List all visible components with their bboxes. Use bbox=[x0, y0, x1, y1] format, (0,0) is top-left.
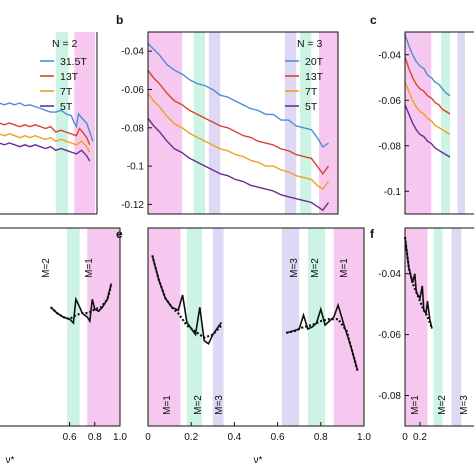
shade-band bbox=[307, 228, 326, 426]
panel-letter: b bbox=[116, 13, 123, 27]
x-axis-label: ν* bbox=[6, 455, 15, 466]
shade-band bbox=[281, 228, 300, 426]
y-tick-label: -0.12 bbox=[121, 200, 144, 211]
shade-band bbox=[193, 32, 205, 214]
legend-label: 7T bbox=[305, 86, 318, 98]
y-tick-label: -0.06 bbox=[121, 85, 144, 96]
series-line bbox=[151, 255, 223, 339]
series-line bbox=[285, 318, 359, 371]
annotation: M=1 bbox=[162, 395, 173, 415]
annotation: M=3 bbox=[214, 395, 225, 415]
series-line-20T bbox=[147, 43, 329, 148]
shade-band bbox=[319, 32, 338, 214]
annotation: M=1 bbox=[339, 258, 350, 278]
annotation: M=3 bbox=[459, 395, 470, 415]
series-line-7T bbox=[147, 92, 330, 191]
legend-label: 20T bbox=[305, 56, 324, 68]
y-tick-label: -0.06 bbox=[378, 330, 401, 341]
shade-band bbox=[67, 228, 80, 426]
y-tick-label: -0.1 bbox=[384, 187, 402, 198]
series-line-13T bbox=[147, 69, 330, 175]
series-line-5T bbox=[0, 142, 91, 162]
x-tick-label: 0 bbox=[145, 432, 151, 443]
shade-band bbox=[451, 228, 462, 426]
x-tick-label: 0.8 bbox=[314, 432, 328, 443]
x-tick-label: 0.8 bbox=[88, 432, 102, 443]
annotation: M=1 bbox=[410, 395, 421, 415]
y-tick-label: -0.1 bbox=[127, 162, 145, 173]
annotation: M=1 bbox=[84, 258, 95, 278]
panel-letter: c bbox=[370, 13, 377, 27]
x-tick-label: 0 bbox=[402, 432, 408, 443]
legend-label: 5T bbox=[305, 101, 318, 113]
legend-label: 13T bbox=[60, 71, 79, 83]
series-line bbox=[404, 237, 433, 329]
shade-band bbox=[55, 32, 69, 214]
panel-c bbox=[405, 32, 465, 214]
annotation: M=3 bbox=[289, 258, 300, 278]
legend-label: 31.5T bbox=[60, 56, 87, 68]
y-tick-label: -0.04 bbox=[121, 47, 144, 58]
shade-band bbox=[284, 32, 297, 214]
y-tick-label: -0.08 bbox=[121, 123, 144, 134]
legend-label: 5T bbox=[60, 101, 73, 113]
legend-label: 13T bbox=[305, 71, 324, 83]
axes-frame bbox=[147, 227, 365, 427]
axes-frame bbox=[404, 227, 474, 427]
shade-band bbox=[74, 32, 95, 214]
x-tick-label: 0.6 bbox=[271, 432, 285, 443]
shade-band bbox=[87, 228, 120, 426]
shade-band bbox=[333, 228, 364, 426]
x-tick-label: 0.2 bbox=[184, 432, 198, 443]
axes-frame bbox=[0, 227, 121, 427]
annotation: M=2 bbox=[41, 258, 52, 278]
shade-band bbox=[405, 32, 432, 214]
panel-e bbox=[148, 228, 364, 426]
series-line-5T bbox=[147, 117, 330, 212]
series-line bbox=[404, 104, 451, 158]
annotation: M=2 bbox=[193, 395, 204, 415]
y-tick-label: -0.06 bbox=[378, 96, 401, 107]
x-tick-label: 0.2 bbox=[413, 432, 427, 443]
series-line-31.5T bbox=[0, 102, 94, 142]
annotation: M=2 bbox=[310, 258, 321, 278]
legend-title: N = 2 bbox=[52, 38, 78, 50]
series-line-13T bbox=[0, 122, 91, 146]
series-line bbox=[404, 56, 451, 115]
shade-band bbox=[148, 32, 183, 214]
axes-frame bbox=[404, 31, 474, 215]
shade-band bbox=[457, 32, 465, 214]
panel-letter: f bbox=[370, 227, 375, 241]
x-tick-label: 0.6 bbox=[63, 432, 77, 443]
series-line bbox=[49, 285, 113, 321]
series-line bbox=[403, 236, 434, 329]
shade-band bbox=[300, 32, 312, 214]
x-tick-label: 0.4 bbox=[227, 432, 241, 443]
annotation: M=2 bbox=[437, 395, 448, 415]
panel-a bbox=[55, 32, 95, 214]
series-line bbox=[404, 81, 451, 135]
panel-letter: e bbox=[116, 227, 123, 241]
y-tick-label: -0.08 bbox=[378, 141, 401, 152]
panel-d bbox=[67, 228, 120, 426]
shade-band bbox=[186, 228, 202, 426]
x-tick-label: 1.0 bbox=[113, 432, 127, 443]
axes-frame bbox=[147, 31, 339, 215]
series-line-7T bbox=[0, 133, 91, 153]
x-axis-label: ν* bbox=[254, 455, 263, 466]
y-tick-label: -0.08 bbox=[378, 391, 401, 402]
shade-band bbox=[441, 32, 450, 214]
shade-band bbox=[433, 228, 443, 426]
x-tick-label: 1.0 bbox=[357, 432, 371, 443]
legend-label: 7T bbox=[60, 86, 73, 98]
series-line bbox=[285, 302, 359, 371]
y-tick-label: -0.04 bbox=[378, 269, 401, 280]
y-tick-label: -0.04 bbox=[378, 50, 401, 61]
legend-title: N = 3 bbox=[297, 38, 323, 50]
series-line bbox=[404, 34, 451, 97]
